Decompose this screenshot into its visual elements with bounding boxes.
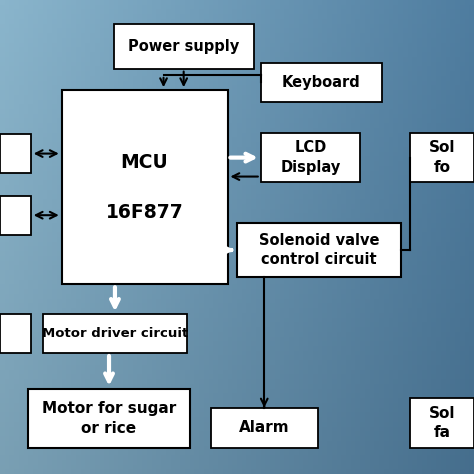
Text: Sol
fo: Sol fo — [429, 140, 455, 175]
Bar — [261, 133, 360, 182]
Text: MCU

16F877: MCU 16F877 — [106, 153, 183, 222]
Text: Motor driver circuit: Motor driver circuit — [42, 327, 188, 340]
Bar — [62, 90, 228, 284]
Bar — [114, 24, 254, 69]
Bar — [410, 133, 474, 182]
Bar — [410, 398, 474, 448]
Text: Keyboard: Keyboard — [282, 75, 361, 90]
Bar — [0, 196, 31, 235]
Bar — [0, 314, 31, 353]
Bar — [211, 408, 318, 448]
Text: LCD
Display: LCD Display — [280, 140, 341, 175]
Text: Sol
fa: Sol fa — [429, 406, 455, 440]
Text: Solenoid valve
control circuit: Solenoid valve control circuit — [258, 233, 379, 267]
Text: Power supply: Power supply — [128, 39, 239, 54]
Bar — [261, 63, 382, 102]
Bar — [28, 389, 190, 448]
Text: Motor for sugar
or rice: Motor for sugar or rice — [42, 401, 176, 436]
Text: Alarm: Alarm — [239, 420, 290, 435]
Bar — [0, 134, 31, 173]
Bar — [43, 314, 187, 353]
Bar — [237, 223, 401, 277]
